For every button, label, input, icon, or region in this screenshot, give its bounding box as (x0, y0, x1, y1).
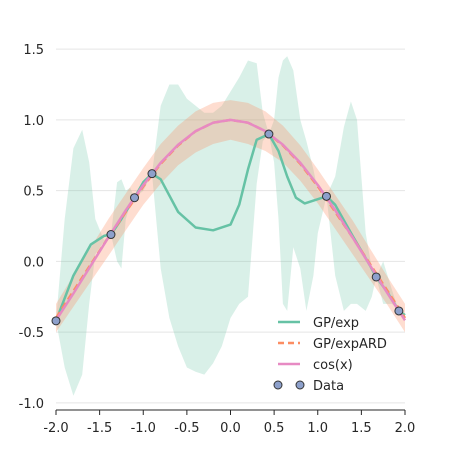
data-point-7 (394, 306, 404, 316)
legend-swatch-data-a (273, 380, 283, 390)
data-point-3 (147, 169, 157, 179)
x-tick-label-6: 1.0 (307, 421, 328, 436)
y-tick-label-2: 0.0 (23, 255, 44, 270)
series-line-cos-x- (54, 118, 407, 321)
data-point-6 (371, 272, 381, 282)
data-point-0 (51, 316, 61, 326)
data-point-2 (130, 193, 140, 203)
series-lines (54, 118, 407, 322)
x-tick-label-2: -1.0 (131, 421, 156, 436)
data-point-5 (321, 191, 331, 201)
y-tick-label-1: -0.5 (19, 326, 44, 341)
y-tick-label-4: 1.0 (23, 114, 44, 129)
confidence-bands (56, 56, 405, 396)
legend-label-data: Data (313, 379, 344, 394)
x-tick-label-8: 2.0 (395, 421, 416, 436)
legend-swatch-data-b (295, 380, 305, 390)
y-tick-label-0: -1.0 (19, 397, 44, 412)
legend-label-gp-exp: GP/exp (313, 316, 359, 331)
x-tick-label-1: -1.5 (87, 421, 112, 436)
data-point-4 (264, 129, 274, 139)
band-gp-expard (56, 100, 405, 333)
x-tick-label-7: 1.5 (351, 421, 372, 436)
x-tick-label-0: -2.0 (43, 421, 68, 436)
data-points (51, 129, 404, 326)
data-point-1 (106, 230, 116, 240)
x-tick-label-4: 0.0 (220, 421, 241, 436)
legend: GP/exp GP/expARD cos(x) Data (273, 316, 387, 394)
axes: -1.0 -0.5 0.0 0.5 1.0 1.5 -2.0 -1.5 -1.0 -0.5 0.0 0… (19, 43, 416, 436)
legend-label-cos-x-: cos(x) (313, 358, 353, 373)
band-gp-exp (56, 56, 405, 396)
x-tick-label-3: -0.5 (174, 421, 199, 436)
x-tick-label-5: 0.5 (264, 421, 285, 436)
y-tick-label-5: 1.5 (23, 43, 44, 58)
legend-label-gp-expard: GP/expARD (313, 337, 387, 352)
y-tick-label-3: 0.5 (23, 185, 44, 200)
